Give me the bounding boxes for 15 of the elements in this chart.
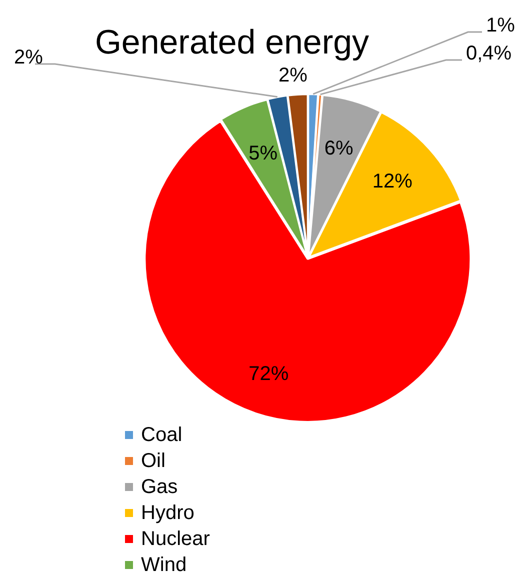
legend-label: Oil — [141, 450, 166, 472]
data-label: 72% — [248, 363, 289, 386]
legend-label: Coal — [141, 424, 182, 446]
legend-label: Hydro — [141, 502, 194, 524]
data-label: 2% — [278, 64, 308, 87]
data-label: 0,4% — [466, 42, 512, 65]
data-label: 12% — [372, 170, 413, 193]
chart-title: Generated energy — [94, 23, 370, 62]
data-label: 5% — [248, 142, 278, 164]
data-label: 1% — [486, 14, 516, 37]
legend-label: Wind — [141, 554, 187, 576]
data-label: 6% — [324, 137, 354, 160]
legend-label: Nuclear — [141, 528, 210, 550]
legend-label: Gas — [141, 476, 178, 498]
data-label: 2% — [14, 46, 44, 69]
